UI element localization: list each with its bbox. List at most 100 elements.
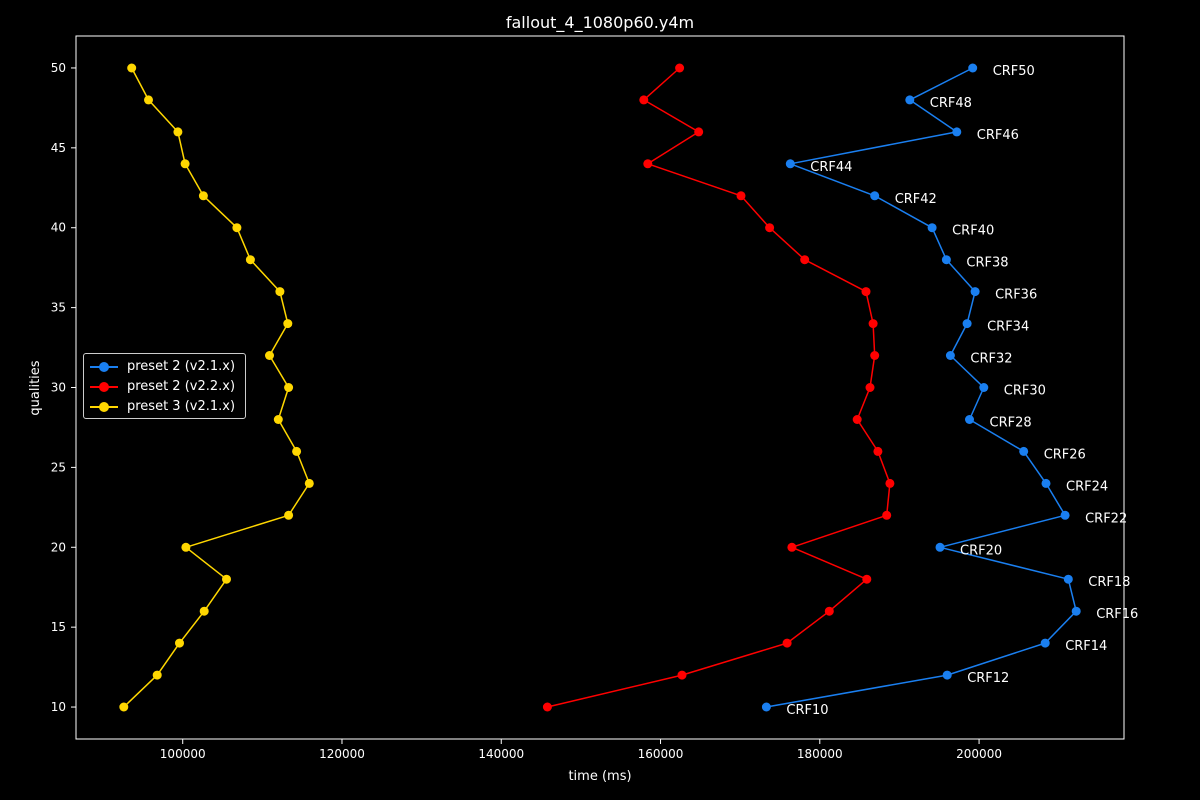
data-point-preset2-v21 (942, 670, 952, 680)
data-point-preset3-v21 (265, 351, 274, 360)
data-label-preset2-v21: CRF22 (1085, 511, 1127, 526)
data-point-preset2-v21 (1063, 574, 1073, 584)
data-label-preset2-v21: CRF44 (810, 160, 852, 175)
data-point-preset2-v22 (824, 606, 834, 616)
data-label-preset2-v21: CRF28 (990, 416, 1032, 431)
data-point-preset2-v21 (1041, 478, 1051, 488)
legend-marker-preset3-v21 (99, 402, 109, 412)
data-point-preset2-v22 (885, 478, 895, 488)
x-tick-label: 100000 (160, 747, 206, 761)
data-label-preset2-v21: CRF36 (995, 288, 1037, 303)
data-point-preset2-v22 (862, 574, 872, 584)
chart-title: fallout_4_1080p60.y4m (506, 13, 694, 33)
data-point-preset2-v21 (962, 319, 972, 329)
data-point-preset3-v21 (119, 702, 129, 712)
data-label-preset2-v21: CRF38 (966, 256, 1008, 271)
data-label-preset2-v21: CRF34 (987, 320, 1029, 335)
y-axis: 10 15 20 25 30 35 40 45 50 (51, 61, 76, 714)
data-point-preset3-v21 (173, 127, 183, 137)
data-point-preset3-v21 (152, 670, 162, 680)
data-point-preset2-v22 (787, 542, 797, 552)
data-point-preset2-v22 (643, 159, 653, 169)
data-point-preset2-v21 (935, 542, 945, 552)
data-point-preset2-v21 (952, 127, 962, 137)
legend-item-preset2-v22: preset 2 (v2.2.x) (84, 377, 245, 397)
data-label-preset2-v21: CRF46 (977, 128, 1019, 143)
x-tick-label: 200000 (956, 747, 1002, 761)
x-tick-label: 160000 (638, 747, 684, 761)
data-point-preset2-v22 (861, 287, 871, 297)
legend-label-preset3-v21: preset 3 (v2.1.x) (127, 399, 236, 414)
data-point-preset3-v21 (181, 542, 191, 552)
data-point-preset2-v22 (677, 670, 687, 680)
data-label-preset2-v21: CRF30 (1004, 384, 1046, 399)
data-point-preset2-v21 (968, 63, 978, 73)
legend-marker-preset2-v22 (99, 382, 109, 392)
data-point-preset2-v21 (905, 95, 915, 105)
data-point-preset3-v21 (144, 95, 153, 105)
data-label-preset2-v21: CRF32 (970, 352, 1012, 367)
y-tick-label: 50 (51, 61, 66, 75)
data-point-preset2-v22 (873, 446, 883, 456)
y-tick-label: 40 (51, 221, 66, 235)
data-point-preset2-v22 (675, 63, 685, 73)
data-label-preset2-v21: CRF18 (1088, 575, 1130, 590)
data-point-preset3-v21 (284, 383, 294, 392)
legend: preset 2 (v2.1.x) preset 2 (v2.2.x) pres… (83, 353, 246, 419)
data-point-preset3-v21 (180, 159, 190, 169)
data-point-preset2-v21 (970, 287, 980, 297)
data-point-preset2-v22 (694, 127, 704, 137)
x-axis-label: time (ms) (568, 769, 631, 784)
x-axis: 100000 120000 140000 160000 180000 200000 (160, 739, 1002, 761)
y-tick-label: 25 (51, 460, 66, 474)
data-point-preset3-v21 (292, 446, 302, 456)
data-point-preset2-v21 (1060, 510, 1070, 520)
series-layer: CRF50 CRF48 CRF46 CRF44 CRF42 CRF40 CRF38 CRF36… (119, 63, 1138, 718)
y-tick-label: 45 (51, 141, 66, 155)
data-point-preset3-v21 (198, 191, 208, 201)
data-point-preset2-v22 (882, 510, 892, 520)
data-label-preset2-v21: CRF40 (952, 224, 994, 239)
data-point-preset3-v21 (273, 415, 283, 424)
data-point-preset2-v21 (1071, 606, 1081, 616)
legend-label-preset2-v21: preset 2 (v2.1.x) (127, 359, 236, 374)
data-point-preset3-v21 (284, 510, 294, 520)
y-axis-label: qualities (28, 360, 43, 415)
data-point-preset3-v21 (199, 606, 209, 616)
data-point-preset2-v21 (945, 351, 955, 360)
data-label-preset2-v21: CRF26 (1044, 447, 1086, 462)
data-point-preset2-v22 (868, 319, 878, 329)
data-label-preset2-v21: CRF12 (967, 671, 1009, 686)
data-label-preset2-v21: CRF20 (960, 543, 1002, 558)
data-point-preset2-v22 (765, 223, 775, 233)
legend-label-preset2-v22: preset 2 (v2.2.x) (127, 379, 236, 394)
data-point-preset2-v21 (1040, 638, 1050, 648)
y-tick-label: 20 (51, 540, 66, 554)
data-point-preset2-v22 (542, 702, 552, 712)
data-point-preset2-v21 (979, 383, 989, 392)
x-tick-label: 140000 (478, 747, 524, 761)
data-point-preset2-v21 (941, 255, 951, 265)
data-point-preset3-v21 (175, 638, 184, 648)
y-tick-label: 35 (51, 301, 66, 315)
y-tick-label: 30 (51, 381, 66, 395)
data-label-preset2-v21: CRF16 (1096, 607, 1138, 622)
data-point-preset2-v21 (927, 223, 937, 233)
data-label-preset2-v21: CRF50 (993, 64, 1035, 79)
data-point-preset3-v21 (275, 287, 285, 297)
data-point-preset3-v21 (304, 478, 314, 488)
legend-item-preset2-v21: preset 2 (v2.1.x) (84, 357, 245, 377)
x-tick-label: 120000 (319, 747, 365, 761)
data-label-preset2-v21: CRF10 (786, 703, 828, 718)
data-point-preset3-v21 (232, 223, 242, 233)
data-point-preset2-v21 (1019, 446, 1029, 456)
data-label-preset2-v21: CRF14 (1065, 639, 1107, 654)
data-point-preset2-v22 (865, 383, 875, 392)
data-point-preset3-v21 (127, 63, 137, 73)
data-label-preset2-v21: CRF42 (895, 192, 937, 207)
legend-item-preset3-v21: preset 3 (v2.1.x) (84, 397, 245, 417)
data-point-preset3-v21 (245, 255, 255, 265)
data-point-preset2-v22 (870, 351, 880, 360)
data-point-preset2-v21 (870, 191, 880, 201)
x-tick-label: 180000 (797, 747, 843, 761)
